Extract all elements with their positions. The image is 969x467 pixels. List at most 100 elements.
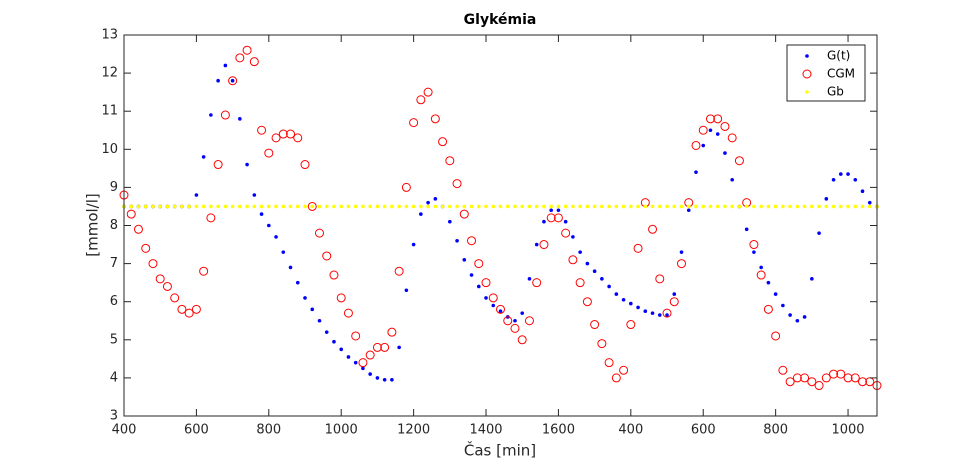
data-point — [281, 204, 286, 209]
data-point — [259, 204, 264, 209]
cgm-marker — [228, 76, 238, 86]
data-point — [245, 162, 249, 167]
data-point — [643, 309, 648, 314]
cgm-marker — [836, 369, 846, 379]
cgm-marker — [481, 278, 491, 288]
data-point — [317, 318, 322, 323]
data-point — [773, 292, 778, 296]
plot-area — [119, 45, 882, 391]
data-point — [527, 277, 532, 281]
data-point — [629, 204, 633, 209]
x-tick-label: 1400 — [469, 423, 502, 438]
cgm-marker — [264, 148, 274, 158]
data-point — [759, 204, 763, 209]
legend-label: Gb — [827, 85, 844, 99]
data-point — [810, 277, 814, 281]
data-point — [636, 204, 640, 209]
cgm-marker — [329, 270, 339, 280]
data-point — [440, 204, 445, 209]
data-point — [788, 204, 792, 209]
cgm-marker — [242, 45, 252, 55]
data-point — [209, 204, 213, 209]
data-point — [332, 339, 336, 344]
data-point — [650, 204, 655, 209]
data-point — [621, 297, 626, 302]
data-point — [129, 204, 134, 209]
cgm-marker — [459, 209, 469, 219]
cgm-marker — [452, 179, 462, 189]
cgm-marker — [249, 57, 259, 67]
data-point — [223, 63, 228, 68]
data-point — [274, 204, 278, 209]
data-point — [534, 204, 539, 209]
y-tick-label: 3 — [110, 409, 118, 424]
legend-label: CGM — [827, 67, 855, 81]
data-point — [491, 204, 496, 209]
data-point — [303, 296, 307, 300]
data-point — [636, 305, 640, 310]
data-point — [419, 204, 423, 209]
cgm-marker — [141, 243, 151, 253]
legend-marker — [805, 54, 809, 58]
data-point — [810, 204, 814, 209]
data-point — [397, 345, 401, 350]
chart-title: Glykémia — [464, 12, 537, 28]
data-point — [643, 204, 648, 209]
data-point — [657, 204, 662, 209]
data-point — [375, 204, 380, 209]
data-point — [781, 303, 785, 308]
data-point — [701, 143, 706, 148]
data-point — [433, 204, 438, 209]
y-tick-label: 9 — [110, 180, 118, 195]
data-point — [585, 204, 590, 209]
data-point — [527, 204, 532, 209]
cgm-marker — [691, 140, 701, 150]
cgm-marker — [191, 304, 201, 314]
data-point — [513, 204, 517, 209]
x-tick-label: 400 — [112, 423, 137, 438]
cgm-marker — [474, 259, 484, 269]
data-point — [838, 204, 843, 209]
data-point — [708, 128, 713, 133]
data-point — [672, 204, 677, 209]
data-point — [614, 292, 619, 296]
y-tick-label: 7 — [110, 256, 118, 271]
data-point — [600, 277, 604, 281]
cgm-marker — [734, 156, 744, 166]
data-point — [650, 311, 655, 315]
data-point — [216, 204, 220, 209]
data-point — [382, 378, 387, 382]
cgm-marker — [800, 373, 810, 383]
data-point — [151, 204, 155, 209]
cgm-marker — [829, 369, 839, 379]
y-tick-label: 4 — [110, 370, 118, 385]
data-point — [288, 204, 293, 209]
cgm-marker — [865, 377, 875, 387]
data-point — [419, 212, 423, 216]
legend-marker — [805, 90, 809, 94]
cgm-marker — [763, 304, 773, 314]
data-point — [426, 200, 430, 205]
data-point — [498, 309, 503, 314]
data-point — [238, 204, 242, 209]
cgm-marker — [749, 240, 759, 250]
cgm-marker — [546, 213, 556, 223]
data-point — [498, 204, 503, 209]
cgm-marker — [199, 266, 209, 276]
x-tick-label: 600 — [691, 423, 716, 438]
data-point — [433, 197, 438, 201]
data-point — [310, 204, 315, 209]
data-point — [332, 204, 336, 209]
legend-label: G(t) — [827, 49, 850, 63]
cgm-marker — [648, 224, 658, 234]
data-point — [824, 197, 829, 201]
cgm-marker — [590, 320, 600, 330]
data-point — [600, 204, 604, 209]
data-point — [353, 360, 358, 365]
cgm-marker — [177, 304, 187, 314]
cgm-marker — [626, 320, 636, 330]
data-point — [701, 204, 706, 209]
data-point — [795, 318, 800, 323]
data-point — [390, 378, 394, 382]
